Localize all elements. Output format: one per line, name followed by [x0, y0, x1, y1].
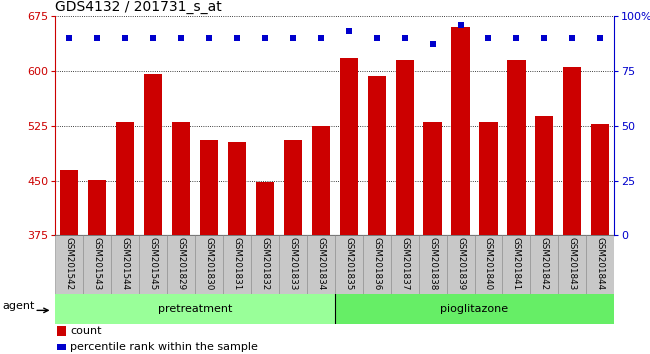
- Text: percentile rank within the sample: percentile rank within the sample: [70, 342, 258, 352]
- Bar: [508, 60, 525, 235]
- Bar: [83, 235, 111, 294]
- Bar: [57, 344, 66, 350]
- Bar: [55, 294, 335, 324]
- Bar: [586, 235, 614, 294]
- Bar: [60, 170, 78, 235]
- Text: GSM201834: GSM201834: [317, 237, 325, 290]
- Point: [512, 35, 522, 41]
- Bar: [530, 235, 558, 294]
- Point: [120, 35, 131, 41]
- Bar: [284, 140, 302, 235]
- Bar: [424, 122, 441, 235]
- Bar: [502, 235, 530, 294]
- Text: GSM201544: GSM201544: [121, 237, 129, 290]
- Text: GSM201837: GSM201837: [400, 237, 409, 291]
- Bar: [335, 235, 363, 294]
- Text: GSM201842: GSM201842: [540, 237, 549, 290]
- Bar: [447, 235, 474, 294]
- Bar: [419, 235, 447, 294]
- Bar: [223, 235, 251, 294]
- Point: [260, 35, 270, 41]
- Bar: [536, 116, 553, 235]
- Text: GSM201832: GSM201832: [261, 237, 269, 290]
- Text: GSM201542: GSM201542: [65, 237, 73, 290]
- Bar: [251, 235, 279, 294]
- Point: [148, 35, 159, 41]
- Text: GSM201835: GSM201835: [344, 237, 353, 291]
- Bar: [116, 122, 134, 235]
- Bar: [452, 27, 469, 235]
- Bar: [592, 124, 609, 235]
- Point: [288, 35, 298, 41]
- Point: [176, 35, 187, 41]
- Bar: [200, 140, 218, 235]
- Bar: [279, 235, 307, 294]
- Bar: [340, 58, 358, 235]
- Point: [92, 35, 103, 41]
- Point: [344, 28, 354, 34]
- Bar: [228, 142, 246, 235]
- Text: agent: agent: [3, 301, 35, 311]
- Text: GSM201829: GSM201829: [177, 237, 185, 290]
- Text: GSM201836: GSM201836: [372, 237, 381, 290]
- Point: [540, 35, 550, 41]
- Bar: [144, 74, 162, 235]
- Bar: [88, 180, 106, 235]
- Bar: [55, 235, 83, 294]
- Bar: [564, 67, 581, 235]
- Bar: [480, 122, 497, 235]
- Text: GSM201841: GSM201841: [512, 237, 521, 290]
- Text: GSM201830: GSM201830: [205, 237, 213, 291]
- Bar: [307, 235, 335, 294]
- Text: GSM201838: GSM201838: [428, 237, 437, 291]
- Text: pioglitazone: pioglitazone: [441, 304, 508, 314]
- Bar: [474, 235, 502, 294]
- Text: count: count: [70, 326, 101, 336]
- Text: GSM201839: GSM201839: [456, 237, 465, 290]
- Text: GDS4132 / 201731_s_at: GDS4132 / 201731_s_at: [55, 0, 222, 13]
- Bar: [139, 235, 167, 294]
- Text: GSM201543: GSM201543: [93, 237, 101, 290]
- Bar: [391, 235, 419, 294]
- Bar: [368, 76, 385, 235]
- Point: [399, 35, 410, 41]
- Bar: [57, 326, 66, 336]
- Text: GSM201545: GSM201545: [149, 237, 157, 290]
- Bar: [363, 235, 391, 294]
- Bar: [256, 182, 274, 235]
- Point: [64, 35, 75, 41]
- Bar: [396, 60, 413, 235]
- Point: [595, 35, 606, 41]
- Point: [316, 35, 326, 41]
- Point: [484, 35, 494, 41]
- Text: GSM201843: GSM201843: [568, 237, 577, 290]
- Bar: [558, 235, 586, 294]
- Point: [231, 35, 242, 41]
- Point: [567, 35, 578, 41]
- Point: [428, 42, 438, 47]
- Bar: [111, 235, 139, 294]
- Bar: [172, 122, 190, 235]
- Text: GSM201833: GSM201833: [289, 237, 297, 291]
- Bar: [167, 235, 195, 294]
- Text: GSM201831: GSM201831: [233, 237, 241, 290]
- Bar: [335, 294, 614, 324]
- Bar: [195, 235, 223, 294]
- Text: GSM201840: GSM201840: [484, 237, 493, 290]
- Point: [204, 35, 214, 41]
- Point: [456, 22, 466, 28]
- Point: [372, 35, 382, 41]
- Bar: [312, 126, 330, 235]
- Text: pretreatment: pretreatment: [158, 304, 232, 314]
- Text: GSM201844: GSM201844: [596, 237, 605, 290]
